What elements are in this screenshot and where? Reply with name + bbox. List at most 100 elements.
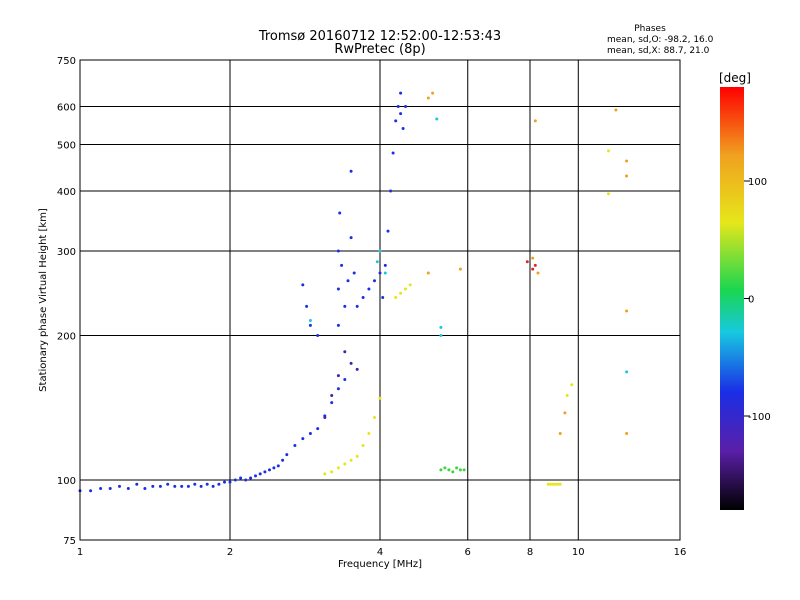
data-point xyxy=(439,325,443,329)
data-point xyxy=(381,296,385,299)
data-point xyxy=(361,296,365,299)
data-point xyxy=(308,432,312,435)
data-point xyxy=(349,236,353,240)
data-point xyxy=(383,263,387,267)
data-points xyxy=(78,91,629,493)
data-point xyxy=(531,267,535,271)
data-point xyxy=(439,468,443,472)
data-point xyxy=(408,283,412,287)
data-point xyxy=(272,466,276,470)
data-point xyxy=(625,174,629,178)
data-point xyxy=(352,271,356,275)
y-tick-label: 75 xyxy=(63,536,76,547)
data-point xyxy=(394,119,398,123)
data-point xyxy=(158,484,162,488)
x-tick-label: 1 xyxy=(77,547,83,558)
data-point xyxy=(316,334,320,337)
colorbar xyxy=(720,87,744,510)
data-point xyxy=(301,437,305,441)
data-point xyxy=(308,319,312,322)
data-point xyxy=(625,432,629,435)
data-point xyxy=(355,367,359,371)
data-point xyxy=(426,271,430,275)
data-point xyxy=(285,453,289,457)
data-point xyxy=(316,427,320,431)
data-point xyxy=(211,484,215,488)
data-point xyxy=(558,482,562,486)
data-point xyxy=(558,432,562,435)
y-tick-label: 400 xyxy=(57,187,76,198)
data-point xyxy=(233,478,237,482)
data-point xyxy=(435,117,439,121)
chart-subtitle: RwPretec (8p) xyxy=(334,42,425,57)
data-point xyxy=(451,470,455,474)
data-point xyxy=(399,112,403,116)
data-point xyxy=(394,296,398,299)
y-axis-label: Stationary phase Virtual Height [km] xyxy=(38,208,49,392)
data-point xyxy=(607,149,610,153)
data-point xyxy=(205,482,209,486)
data-point xyxy=(343,350,347,354)
data-point xyxy=(625,370,629,374)
data-point xyxy=(281,458,285,462)
data-point xyxy=(193,482,197,486)
data-point xyxy=(340,263,344,267)
data-point xyxy=(556,482,560,486)
data-point xyxy=(458,468,462,472)
data-point xyxy=(375,260,379,264)
data-point xyxy=(323,416,327,419)
data-point xyxy=(404,105,407,108)
chart-title: Tromsø 20160712 12:52:00-12:53:43 xyxy=(258,29,501,44)
data-point xyxy=(343,462,347,466)
data-point xyxy=(89,489,93,493)
phase-legend-title: Phases xyxy=(634,24,666,34)
data-point xyxy=(308,323,312,327)
data-point xyxy=(458,267,462,271)
data-point xyxy=(349,458,353,462)
y-tick-label: 500 xyxy=(57,141,76,152)
data-point xyxy=(554,482,557,486)
data-point xyxy=(346,279,350,283)
data-point xyxy=(239,476,243,480)
x-tick-label: 8 xyxy=(527,547,533,558)
x-tick-label: 2 xyxy=(227,547,233,558)
data-point xyxy=(565,394,569,397)
data-point xyxy=(254,474,257,478)
colorbar-tick-label: 0 xyxy=(748,295,754,306)
data-point xyxy=(546,482,550,486)
data-point xyxy=(431,91,435,95)
data-point xyxy=(625,309,629,313)
colorbar-tick-label: 100 xyxy=(748,177,767,188)
data-point xyxy=(330,401,334,405)
data-point xyxy=(399,291,403,295)
data-point xyxy=(614,108,618,112)
data-point xyxy=(607,192,610,196)
y-tick-label: 750 xyxy=(57,56,76,67)
data-point xyxy=(336,287,340,291)
y-tick-label: 100 xyxy=(57,476,76,487)
data-point xyxy=(563,411,567,415)
data-point xyxy=(330,470,334,474)
data-point xyxy=(118,484,121,488)
data-point xyxy=(323,472,327,476)
data-point xyxy=(378,396,382,400)
colorbar-tick-label: -100 xyxy=(748,412,771,423)
x-tick-label: 4 xyxy=(377,547,383,558)
data-point xyxy=(549,482,553,486)
data-point xyxy=(373,416,376,419)
y-tick-label: 600 xyxy=(57,103,76,114)
data-point xyxy=(396,105,400,108)
data-point xyxy=(199,484,203,488)
data-point xyxy=(268,468,271,472)
data-point xyxy=(293,444,297,447)
data-point xyxy=(336,249,340,253)
data-point xyxy=(349,169,353,173)
data-point xyxy=(455,466,459,470)
colorbar-ticks: 100 0 -100 xyxy=(744,177,771,423)
data-point xyxy=(531,256,535,260)
data-point xyxy=(570,383,574,387)
data-point xyxy=(99,487,103,490)
data-point xyxy=(383,271,387,275)
data-point xyxy=(349,361,353,365)
